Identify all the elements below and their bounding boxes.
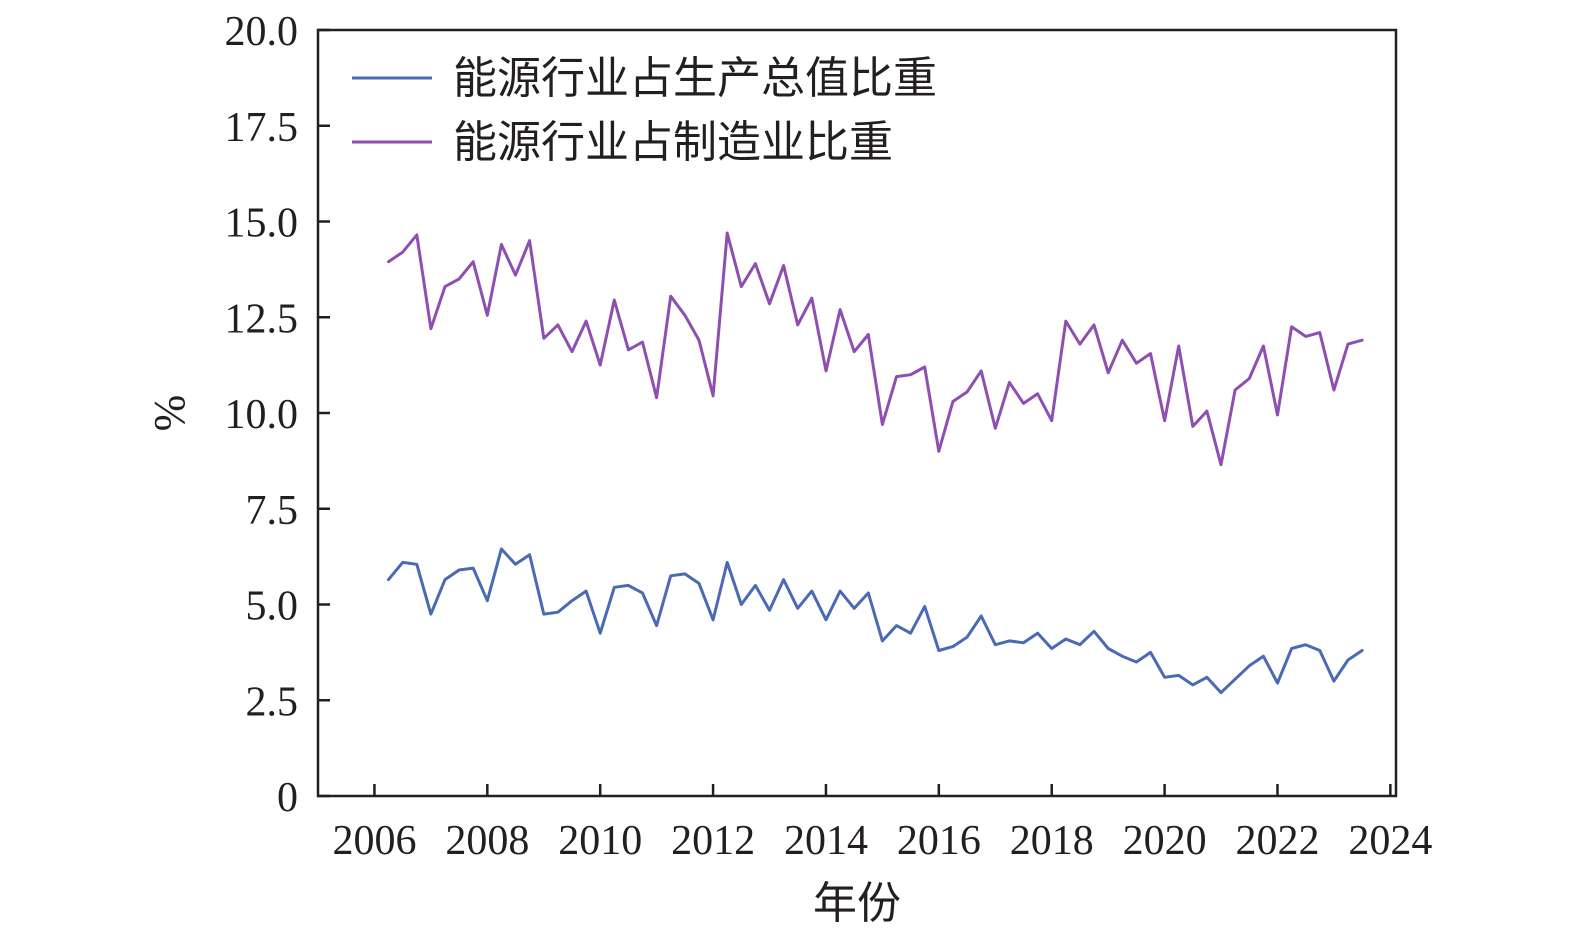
x-tick-label: 2006 [332,818,416,864]
x-axis: 2006 2008 2010 2012 2014 2016 2018 2020 2022 2024 [332,784,1432,864]
series-line-1 [387,547,1364,695]
y-tick-label: 15.0 [225,201,299,247]
y-tick-label: 17.5 [225,105,299,151]
y-tick-label: 2.5 [246,679,299,725]
y-tick-label: 10.0 [225,392,299,438]
x-tick-label: 2014 [784,818,868,864]
x-tick-label: 2016 [897,818,981,864]
y-tick-label: 12.5 [225,296,299,342]
x-axis-title: 年份 [813,878,901,929]
y-tick-label: 7.5 [246,488,299,534]
x-tick-label: 2012 [671,818,755,864]
y-tick-label: 0 [277,775,298,821]
y-axis-title: % [145,395,194,432]
y-tick-label: 5.0 [246,584,299,630]
x-tick-label: 2022 [1235,818,1319,864]
x-tick-label: 2024 [1348,818,1432,864]
series-layer [387,231,1364,695]
x-tick-label: 2008 [445,818,529,864]
y-axis: 0 2.5 5.0 7.5 10.0 12.5 15.0 17.5 20.0 [225,9,330,821]
legend-label: 能源行业占制造业比重 [453,117,893,168]
x-tick-label: 2020 [1123,818,1207,864]
series-line-2 [387,231,1364,467]
legend-label: 能源行业占生产总值比重 [453,53,937,104]
x-tick-label: 2010 [558,818,642,864]
x-tick-label: 2018 [1010,818,1094,864]
y-tick-label: 20.0 [225,9,299,55]
